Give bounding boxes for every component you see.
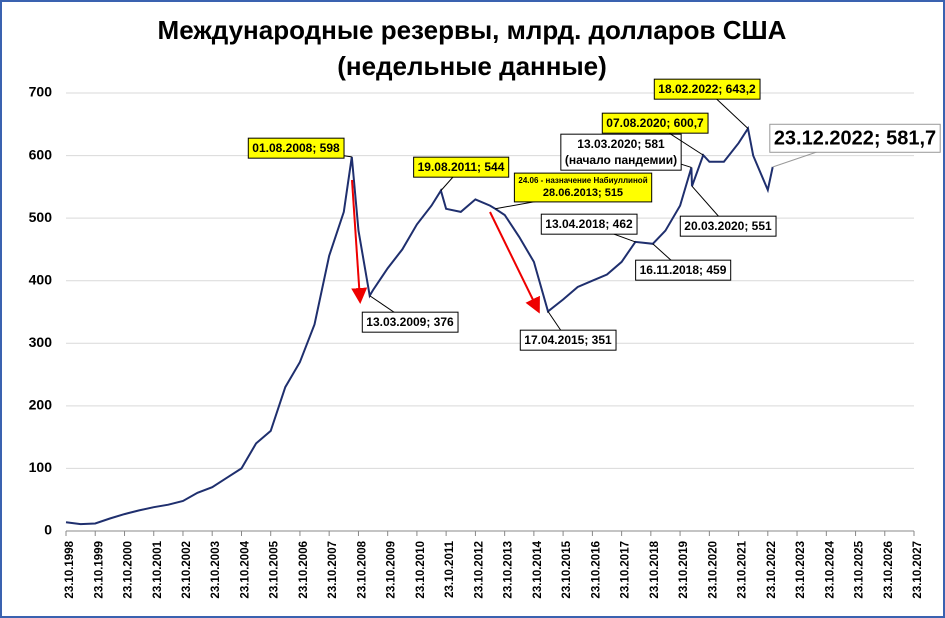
annotation-box [601,112,709,134]
x-tick-label: 23.10.2005 [269,540,281,598]
annotation-label: 13.03.2020; 581 [577,137,665,151]
annotation-note: 24.06 - назначение Набиуллиной [518,176,647,185]
x-tick-label: 23.10.2003 [210,541,222,599]
y-tick-label: 100 [29,459,53,475]
annotation-box [247,137,345,159]
annotation: 13.03.2009; 376 [361,311,459,333]
annotation-label: 18.02.2022; 643,2 [658,82,756,96]
chart-title: Международные резервы, млрд. долларов СШ… [158,15,787,45]
annotation: 23.12.2022; 581,7 [769,123,941,153]
annotation-box [635,259,732,281]
x-tick-label: 23.10.2008 [356,540,368,598]
annotation: 07.08.2020; 600,7 [601,112,709,134]
red-arrow [489,211,540,314]
y-tick-label: 200 [29,397,53,413]
annotation-box [513,172,653,203]
x-tick-label: 23.10.2026 [883,541,895,599]
x-tick-label: 23.10.2010 [415,541,427,599]
y-tick-label: 600 [29,146,53,162]
annotation-note: (начало пандемии) [565,153,677,167]
annotation: 18.02.2022; 643,2 [653,78,761,100]
annotation-label: 19.08.2011; 544 [418,160,505,174]
x-tick-label: 23.10.2017 [620,541,632,599]
x-tick-label: 23.10.2013 [503,541,515,599]
x-tick-label: 23.10.2025 [854,540,866,598]
x-tick-label: 23.10.2020 [707,541,719,599]
annotation: 13.03.2020; 581 (начало пандемии) [560,133,682,171]
y-tick-label: 700 [29,84,53,100]
x-tick-label: 23.10.2015 [561,540,573,598]
x-tick-label: 23.10.2024 [824,540,836,598]
x-tick-label: 23.10.2004 [240,540,252,598]
annotation: 01.08.2008; 598 [247,137,345,159]
x-tick-label: 23.10.1999 [93,541,105,599]
x-tick-label: 23.10.2006 [298,541,310,599]
annotation-label: 07.08.2020; 600,7 [606,116,704,130]
x-tick-label: 23.10.2016 [590,541,602,599]
x-tick-label: 23.10.2012 [473,541,485,599]
chart-subtitle: (недельные данные) [337,51,607,81]
annotation-box [560,133,682,171]
x-tick-label: 23.10.1998 [64,540,76,598]
y-tick-label: 0 [44,522,52,538]
annotation-box [540,213,638,235]
annotation-label: 17.04.2015; 351 [524,333,612,347]
x-tick-label: 23.10.2001 [152,540,164,598]
x-tick-label: 23.10.2022 [766,541,778,599]
annotation: 16.11.2018; 459 [635,259,732,281]
x-tick-label: 23.10.2009 [386,541,398,599]
x-tick-label: 23.10.2007 [327,541,339,599]
annotation-box [653,78,761,100]
annotation-label: 28.06.2013; 515 [543,187,623,199]
x-tick-label: 23.10.2018 [649,540,661,598]
red-arrow [351,179,368,304]
annotation-box [519,329,617,351]
x-tick-label: 23.10.2000 [123,541,135,599]
annotation: 17.04.2015; 351 [519,329,617,351]
x-tick-label: 23.10.2014 [532,540,544,598]
annotation-label: 13.04.2018; 462 [545,217,633,231]
y-tick-label: 300 [29,334,53,350]
annotation-label: 20.03.2020; 551 [684,219,772,233]
annotation-box [413,156,510,178]
annotation-label: 16.11.2018; 459 [640,263,727,277]
annotation: 13.04.2018; 462 [540,213,638,235]
annotation-box [361,311,459,333]
annotation: 20.03.2020; 551 [679,215,777,237]
annotation-box [769,123,941,153]
annotation-label: 23.12.2022; 581,7 [774,127,936,149]
annotation-label: 01.08.2008; 598 [252,141,340,155]
x-tick-label: 23.10.2019 [678,541,690,599]
annotation-label: 13.03.2009; 376 [366,315,454,329]
annotation-box [679,215,777,237]
x-tick-label: 23.10.2002 [181,541,193,599]
y-tick-label: 400 [29,271,53,287]
y-tick-label: 500 [29,209,53,225]
data-line [65,125,774,526]
annotation: 28.06.2013; 515 24.06 - назначение Набиул… [513,172,653,203]
x-tick-label: 23.10.2011 [444,540,456,598]
x-tick-label: 23.10.2027 [912,541,924,599]
x-tick-label: 23.10.2023 [795,541,807,599]
x-tick-label: 23.10.2021 [737,540,749,598]
annotation: 19.08.2011; 544 [413,156,510,178]
